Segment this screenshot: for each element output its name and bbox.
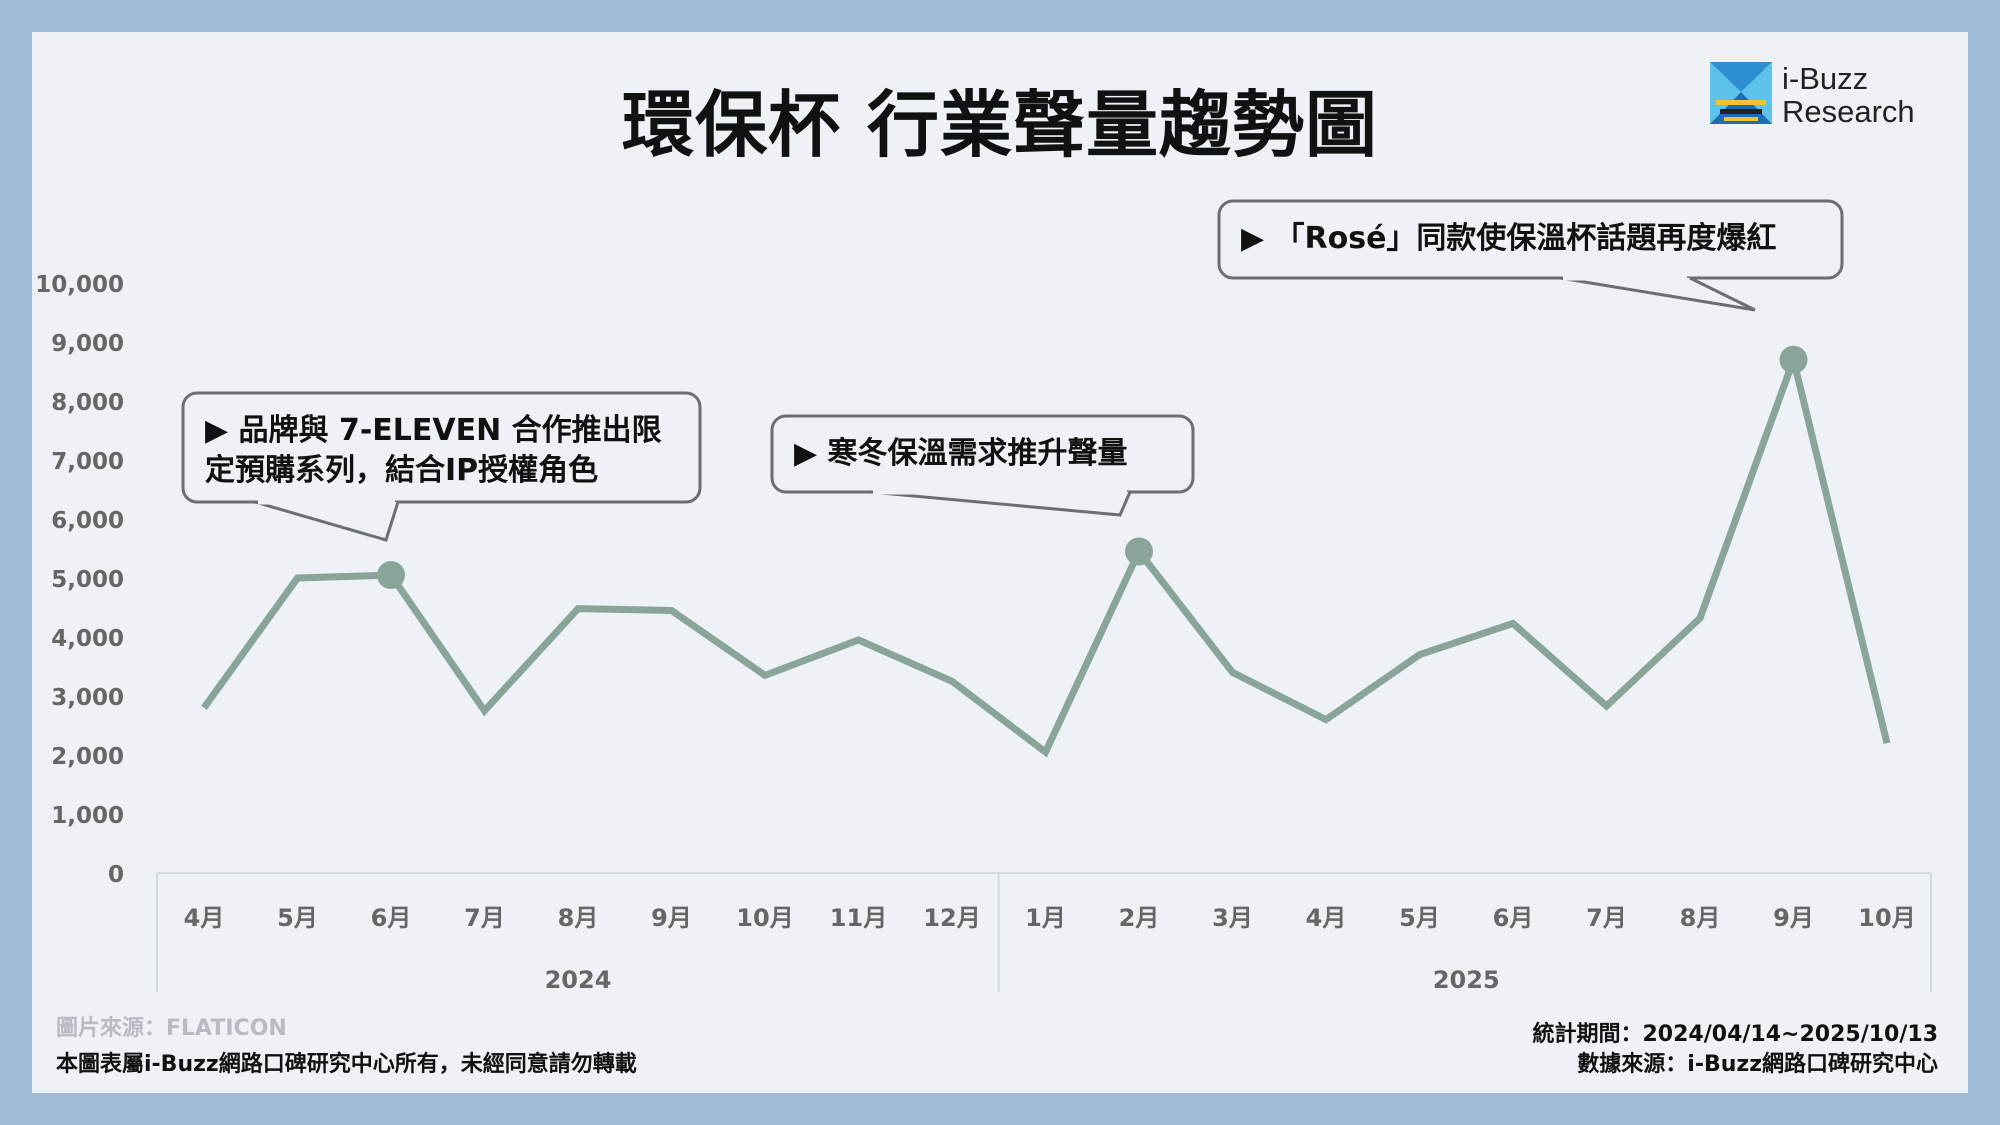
callout-text: 定預購系列，結合IP授權角色 [205,453,598,488]
data-point [668,607,675,614]
y-tick-label: 1,000 [51,803,124,829]
logo-line2: Research [1782,94,1915,129]
data-point [481,707,488,714]
callout-text: ▶ 品牌與 7-ELEVEN 合作推出限 [205,413,662,448]
callout-tail [869,490,1132,517]
data-point [1884,740,1891,747]
callout-text: ▶ 寒冬保溫需求推升聲量 [794,436,1128,471]
x-tick-label: 8月 [558,904,599,932]
x-tick-label: 11月 [830,904,887,932]
callout-text: ▶ 「Rosé」同款使保溫杯話題再度爆紅 [1241,221,1776,256]
logo-line1: i-Buzz [1782,61,1869,96]
data-point [949,678,956,685]
x-tick-label: 12月 [923,904,980,932]
y-tick-label: 0 [108,862,124,888]
x-tick-label: 4月 [1306,904,1347,932]
image-credit: 圖片來源：FLATICON [56,1016,287,1041]
highlight-point [1779,345,1808,374]
x-tick-label: 4月 [184,904,225,932]
logo-emblem-icon [1710,62,1772,124]
copyright-note: 本圖表屬i-Buzz網路口碑研究中心所有，未經同意請勿轉載 [56,1052,637,1077]
data-point [294,575,301,582]
y-tick-label: 2,000 [51,744,124,770]
year-group-label: 2024 [545,966,612,994]
x-tick-label: 5月 [1399,904,1440,932]
callout-tail [1559,276,1756,312]
data-point [1042,749,1049,756]
highlight-point [1125,537,1153,566]
y-tick-label: 7,000 [51,449,124,475]
y-tick-label: 9,000 [51,331,124,357]
data-point [1603,703,1610,710]
year-group-label: 2025 [1433,966,1500,994]
callout-tail [254,500,400,542]
ibuzz-logo: i-Buzz Research [1710,62,1950,132]
x-tick-label: 7月 [464,904,505,932]
y-tick-label: 5,000 [51,567,124,593]
data-point [1510,620,1517,627]
x-tick-label: 9月 [1773,904,1814,932]
data-source: 數據來源：i-Buzz網路口碑研究中心 [1577,1052,1938,1077]
x-tick-label: 6月 [1493,904,1534,932]
x-tick-label: 6月 [371,904,412,932]
data-point [762,672,769,679]
data-point [1229,669,1236,676]
highlight-point [377,561,405,590]
x-tick-label: 7月 [1586,904,1627,932]
x-tick-label: 8月 [1680,904,1721,932]
x-tick-label: 10月 [1858,904,1915,932]
data-point [575,605,582,612]
callout-box [181,391,702,504]
callout-box [1217,199,1844,280]
data-point [855,636,862,643]
series-line [201,347,1891,758]
y-tick-label: 4,000 [51,626,124,652]
x-tick-label: 2月 [1119,904,1160,932]
y-tick-label: 8,000 [51,390,124,416]
y-tick-label: 3,000 [51,685,124,711]
x-tick-label: 5月 [277,904,318,932]
x-tick-label: 1月 [1025,904,1066,932]
data-point [1323,716,1330,723]
x-tick-label: 9月 [651,904,692,932]
data-point [1416,651,1423,658]
x-tick-label: 3月 [1212,904,1253,932]
data-point [1697,615,1704,622]
chart-title: 環保杯 行業聲量趨勢圖 [621,83,1379,167]
y-tick-label: 10,000 [35,272,124,298]
data-point [201,704,208,711]
x-tick-label: 10月 [736,904,793,932]
stat-period: 統計期間：2024/04/14~2025/10/13 [1532,1022,1939,1047]
y-tick-label: 6,000 [51,508,124,534]
